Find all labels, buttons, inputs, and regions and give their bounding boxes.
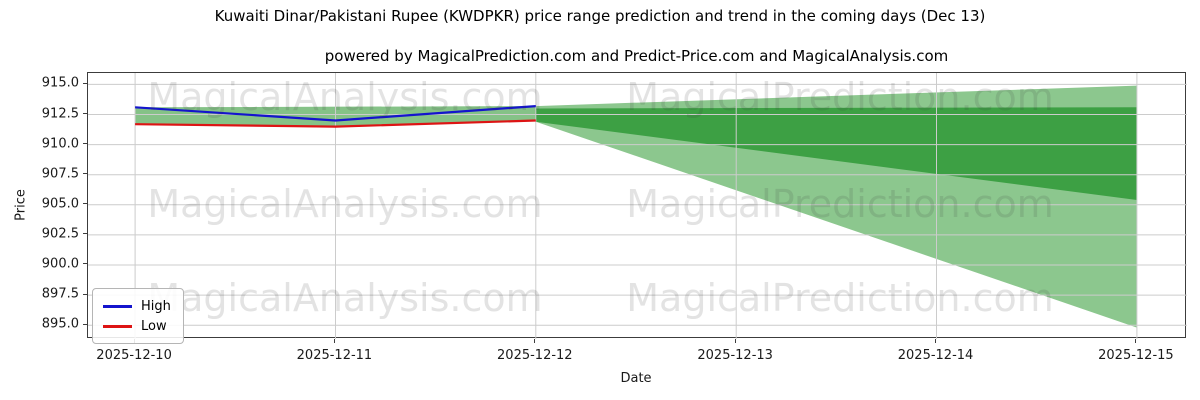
x-tick-label: 2025-12-13 xyxy=(697,348,773,363)
x-tick-label: 2025-12-12 xyxy=(497,348,573,363)
y-tick-mark xyxy=(83,113,87,115)
series-line-high xyxy=(135,105,536,122)
x-tick-label: 2025-12-15 xyxy=(1098,348,1174,363)
chart-subtitle: powered by MagicalPrediction.com and Pre… xyxy=(324,47,949,65)
y-tick-label: 900.0 xyxy=(41,256,79,272)
x-tick-mark xyxy=(333,339,335,343)
y-tick-mark xyxy=(83,173,87,175)
y-tick-mark xyxy=(83,323,87,325)
y-tick-mark xyxy=(83,82,87,84)
x-tick-label: 2025-12-14 xyxy=(897,348,974,363)
plot-area xyxy=(87,72,1187,339)
y-tick-label: 897.5 xyxy=(41,286,79,302)
legend-entry-high: High xyxy=(103,296,171,316)
x-axis-label: Date xyxy=(620,371,652,386)
legend-label: Low xyxy=(141,318,167,334)
x-tick-label: 2025-12-11 xyxy=(296,348,373,363)
legend-label: High xyxy=(141,298,171,314)
y-tick-label: 907.5 xyxy=(41,166,79,182)
legend-box: High Low xyxy=(92,288,184,344)
band-prediction-inner xyxy=(535,107,1137,200)
y-tick-label: 910.0 xyxy=(41,136,79,152)
legend-line-icon xyxy=(103,304,132,308)
chart-canvas xyxy=(88,73,1187,339)
y-tick-label: 915.0 xyxy=(41,75,79,91)
y-tick-mark xyxy=(83,203,87,205)
x-tick-label: 2025-12-10 xyxy=(96,348,172,363)
legend-line-icon xyxy=(103,324,132,328)
y-tick-label: 895.0 xyxy=(41,316,79,332)
y-tick-mark xyxy=(83,293,87,295)
y-tick-label: 902.5 xyxy=(41,226,79,242)
x-tick-mark xyxy=(534,339,536,343)
x-tick-mark xyxy=(1135,339,1137,343)
y-tick-mark xyxy=(83,233,87,235)
x-tick-mark xyxy=(935,339,937,343)
x-tick-mark xyxy=(734,339,736,343)
y-tick-label: 905.0 xyxy=(41,196,79,212)
y-tick-mark xyxy=(83,143,87,145)
series-line-low xyxy=(135,119,536,128)
y-tick-mark xyxy=(83,263,87,265)
legend-entry-low: Low xyxy=(103,316,171,336)
y-tick-label: 912.5 xyxy=(41,106,79,122)
chart-title: Kuwaiti Dinar/Pakistani Rupee (KWDPKR) p… xyxy=(214,7,986,25)
